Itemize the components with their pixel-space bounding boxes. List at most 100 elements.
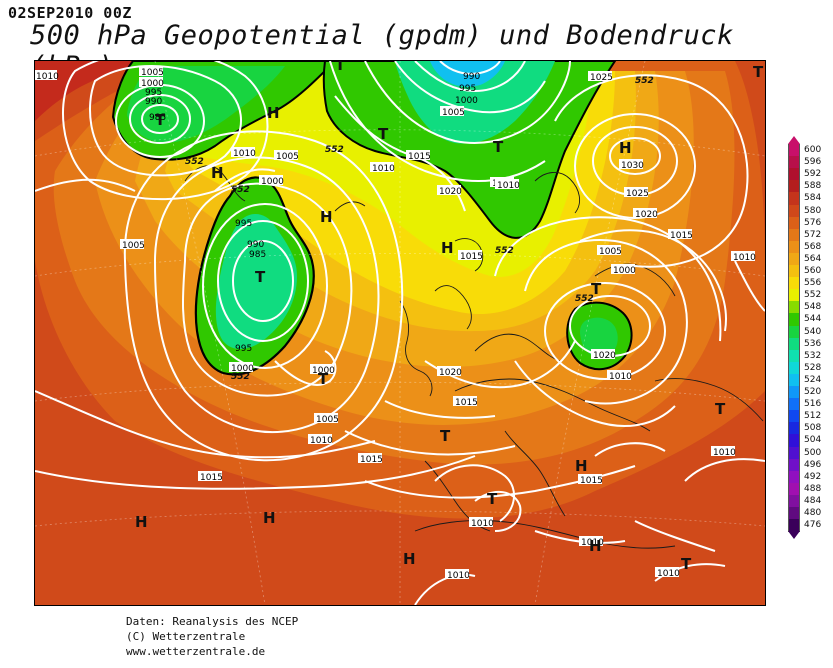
credits-copyright: (C) Wetterzentrale: [126, 630, 246, 643]
isobar-label: 1020: [439, 368, 462, 378]
legend-swatch: [788, 373, 800, 387]
credits-data-source: Daten: Reanalysis des NCEP: [126, 615, 299, 628]
legend-swatch: [788, 156, 800, 170]
legend-swatch: [788, 337, 800, 351]
isobar-label: 1000: [613, 266, 636, 276]
isobar-label: 1005: [316, 415, 339, 425]
isobar-label: 1015: [460, 252, 483, 262]
legend-label: 600: [804, 145, 822, 155]
geopotential-label: 552: [575, 294, 594, 304]
high-pressure-marker: H: [441, 239, 454, 257]
pressure-centers: T H H T T H T H T T T H H H T T H H T T: [135, 61, 764, 573]
legend-swatch: [788, 482, 800, 496]
legend-swatch: [788, 386, 800, 399]
isobar-label: 1015: [408, 152, 431, 162]
isobar-label: 1010: [310, 436, 333, 446]
legend-swatch: [788, 446, 800, 460]
isobar-label: 995: [235, 344, 252, 354]
legend-swatch: [788, 265, 800, 278]
isobar-label: 995: [459, 84, 476, 94]
legend-swatch: [788, 349, 800, 363]
geopotential-label: 552: [325, 145, 344, 155]
isobar-label: 1015: [455, 398, 478, 408]
isobar-label: 1005: [122, 241, 145, 251]
isobar-label: 1010: [497, 181, 520, 191]
high-pressure-marker: H: [263, 509, 276, 527]
isobar-label: 1000: [261, 177, 284, 187]
isobar-label: 1020: [439, 187, 462, 197]
low-pressure-marker: T: [318, 370, 329, 388]
low-pressure-marker: T: [378, 125, 389, 143]
high-pressure-marker: H: [589, 537, 602, 555]
low-pressure-marker: T: [155, 111, 166, 129]
color-legend: 600 596 592 588 584 580 576 572 568 564 560 556 552 5…: [784, 136, 824, 540]
isobar-label: 995: [235, 219, 252, 229]
legend-label: 572: [804, 229, 822, 240]
high-pressure-marker: H: [267, 104, 280, 122]
legend-label: 556: [804, 278, 822, 289]
cutoff-low-eastern-europe-inner: [580, 317, 618, 358]
legend-swatch: [788, 144, 800, 157]
isobar-label: 1010: [581, 538, 604, 548]
geopotential-label: 552: [231, 372, 250, 382]
legend-tip-top: [788, 136, 800, 144]
legend-swatch: [788, 228, 800, 242]
isobar-label: 990: [145, 97, 162, 107]
weather-map-svg: 552 552 552 552 552 552 552 1005 1000 99…: [35, 61, 765, 605]
isobar-label: 1030: [621, 161, 644, 171]
high-pressure-marker: H: [211, 164, 224, 182]
isobar-label: 1005: [442, 108, 465, 118]
high-pressure-marker: H: [403, 550, 416, 568]
geopotential-label: 552: [495, 246, 514, 256]
legend-label: 520: [804, 387, 822, 397]
isobar-label: 1000: [141, 79, 164, 89]
isobar-label: 1010: [657, 569, 680, 579]
isobar-label: 1010: [36, 72, 59, 82]
geopotential-label: 552: [185, 157, 204, 167]
isobar-label: 985: [249, 250, 266, 260]
legend-label: 496: [804, 459, 822, 470]
legend-tip-bottom: [788, 531, 800, 540]
isobar-label: 1010: [447, 571, 470, 581]
trough-north: [322, 61, 617, 239]
legend-swatch: [788, 361, 800, 375]
weather-map: 552 552 552 552 552 552 552 1005 1000 99…: [34, 60, 766, 606]
legend-label: 516: [804, 399, 822, 410]
legend-swatch: [788, 325, 800, 339]
legend-label: 544: [804, 314, 822, 325]
legend-label: 588: [804, 181, 822, 192]
legend-swatch: [788, 313, 800, 327]
credits: Daten: Reanalysis des NCEP (C) Wetterzen…: [126, 614, 298, 659]
isobar-label: 1005: [141, 68, 164, 78]
low-pressure-marker: T: [715, 400, 726, 418]
legend-swatch: [788, 277, 800, 291]
legend-label: 592: [804, 169, 822, 180]
geopotential-contour-labels: 552 552 552 552 552 552 552: [185, 76, 654, 382]
legend-label: 524: [804, 374, 822, 385]
isobar-label: 1015: [670, 231, 693, 241]
legend-label: 584: [804, 193, 822, 204]
isobar-label: 1010: [609, 372, 632, 382]
legend-swatch: [788, 240, 800, 254]
legend-label: 580: [804, 205, 822, 216]
legend-swatch: [788, 289, 800, 303]
isobar-label: 1000: [455, 96, 478, 106]
isobar-label: 1010: [471, 519, 494, 529]
legend-label: 488: [804, 483, 822, 494]
legend-swatch: [788, 168, 800, 182]
isobar-label: 1010: [713, 448, 736, 458]
legend-swatch: [788, 422, 800, 436]
legend-label: 504: [804, 435, 822, 446]
isobar-label: 1015: [200, 473, 223, 483]
legend-label: 540: [804, 326, 822, 337]
trough-north-inner: [395, 61, 555, 144]
low-pressure-marker: T: [493, 138, 504, 156]
isobar-label: 1010: [372, 164, 395, 174]
legend-swatch: [788, 434, 800, 448]
isobar-label: 995: [145, 88, 162, 98]
isobar-label: 1020: [635, 210, 658, 220]
low-pressure-marker: T: [591, 280, 602, 298]
high-pressure-marker: H: [135, 513, 148, 531]
isobar-label: 1010: [733, 253, 756, 263]
legend-label: 532: [804, 350, 822, 361]
